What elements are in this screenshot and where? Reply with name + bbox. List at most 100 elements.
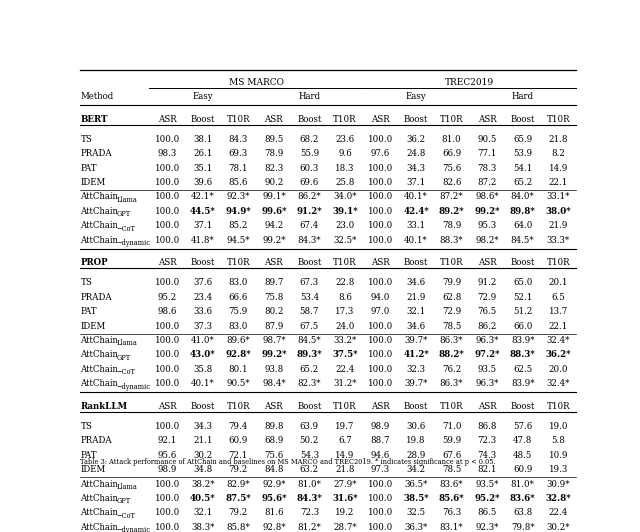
Text: 83.1*: 83.1*: [440, 523, 463, 532]
Text: TREC2019: TREC2019: [445, 78, 494, 87]
Text: 89.2*: 89.2*: [439, 207, 465, 216]
Text: 33.1: 33.1: [406, 221, 426, 230]
Text: 98.3: 98.3: [157, 149, 177, 158]
Text: 21.9: 21.9: [548, 221, 568, 230]
Text: 100.0: 100.0: [155, 164, 180, 173]
Text: 79.8*: 79.8*: [511, 523, 534, 532]
Text: 100.0: 100.0: [155, 351, 180, 360]
Text: 20.1: 20.1: [548, 278, 568, 287]
Text: 86.8: 86.8: [477, 422, 497, 431]
Text: AttChain: AttChain: [81, 523, 118, 532]
Text: GPT: GPT: [116, 354, 131, 362]
Text: 59.9: 59.9: [442, 436, 461, 445]
Text: 86.2: 86.2: [477, 321, 497, 330]
Text: T10R: T10R: [547, 402, 570, 411]
Text: 81.0*: 81.0*: [298, 479, 321, 488]
Text: 85.8*: 85.8*: [227, 523, 250, 532]
Text: 98.7*: 98.7*: [262, 336, 285, 345]
Text: 14.9: 14.9: [335, 451, 355, 460]
Text: 65.2: 65.2: [300, 365, 319, 374]
Text: 96.3*: 96.3*: [476, 336, 499, 345]
Text: 65.2: 65.2: [513, 178, 532, 187]
Text: 95.6: 95.6: [157, 451, 177, 460]
Text: 100.0: 100.0: [155, 236, 180, 245]
Text: 79.9: 79.9: [442, 278, 461, 287]
Text: Hard: Hard: [511, 92, 534, 101]
Text: 98.4*: 98.4*: [262, 379, 285, 388]
Text: 99.2*: 99.2*: [261, 351, 287, 360]
Text: 72.9: 72.9: [442, 307, 461, 316]
Text: TS: TS: [81, 422, 92, 431]
Text: 13.7: 13.7: [548, 307, 568, 316]
Text: 24.0: 24.0: [335, 321, 355, 330]
Text: 78.9: 78.9: [264, 149, 284, 158]
Text: 100.0: 100.0: [368, 135, 393, 144]
Text: T10R: T10R: [440, 114, 463, 123]
Text: 39.7*: 39.7*: [404, 336, 428, 345]
Text: 42.4*: 42.4*: [403, 207, 429, 216]
Text: Boost: Boost: [297, 258, 321, 267]
Text: 89.3*: 89.3*: [296, 351, 322, 360]
Text: 19.8: 19.8: [406, 436, 426, 445]
Text: RankLLM: RankLLM: [81, 402, 127, 411]
Text: 86.5: 86.5: [477, 509, 497, 518]
Text: 21.8: 21.8: [335, 465, 355, 474]
Text: Llama: Llama: [116, 483, 138, 491]
Text: 33.1*: 33.1*: [547, 193, 570, 202]
Text: 74.3: 74.3: [477, 451, 497, 460]
Text: 88.2*: 88.2*: [438, 351, 465, 360]
Text: T10R: T10R: [333, 402, 356, 411]
Text: 84.8: 84.8: [264, 465, 284, 474]
Text: Easy: Easy: [193, 92, 213, 101]
Text: IDEM: IDEM: [81, 178, 106, 187]
Text: Llama: Llama: [116, 339, 138, 347]
Text: 86.2*: 86.2*: [298, 193, 321, 202]
Text: 38.2*: 38.2*: [191, 479, 214, 488]
Text: Boost: Boost: [191, 258, 215, 267]
Text: 37.6: 37.6: [193, 278, 212, 287]
Text: 100.0: 100.0: [368, 336, 393, 345]
Text: 63.9: 63.9: [300, 422, 319, 431]
Text: 39.1*: 39.1*: [332, 207, 358, 216]
Text: IDEM: IDEM: [81, 465, 106, 474]
Text: 97.6: 97.6: [371, 149, 390, 158]
Text: 90.5: 90.5: [477, 135, 497, 144]
Text: 92.8*: 92.8*: [262, 523, 285, 532]
Text: 40.1*: 40.1*: [404, 236, 428, 245]
Text: 60.9: 60.9: [513, 465, 532, 474]
Text: 32.3: 32.3: [406, 365, 426, 374]
Text: 33.2*: 33.2*: [333, 336, 356, 345]
Text: 100.0: 100.0: [368, 365, 393, 374]
Text: 20.0: 20.0: [548, 365, 568, 374]
Text: 19.2: 19.2: [335, 509, 355, 518]
Text: 91.2*: 91.2*: [296, 207, 322, 216]
Text: 79.4: 79.4: [228, 422, 248, 431]
Text: 34.6: 34.6: [406, 321, 426, 330]
Text: ASR: ASR: [158, 114, 177, 123]
Text: 86.3*: 86.3*: [440, 379, 463, 388]
Text: AttChain: AttChain: [81, 365, 118, 374]
Text: 90.5*: 90.5*: [227, 379, 250, 388]
Text: 65.0: 65.0: [513, 278, 532, 287]
Text: 32.1: 32.1: [406, 307, 426, 316]
Text: 38.5*: 38.5*: [403, 494, 429, 503]
Text: AttChain: AttChain: [81, 494, 118, 503]
Text: 100.0: 100.0: [155, 178, 180, 187]
Text: 53.9: 53.9: [513, 149, 532, 158]
Text: 24.8: 24.8: [406, 149, 426, 158]
Text: 72.9: 72.9: [477, 293, 497, 302]
Text: 93.5: 93.5: [477, 365, 497, 374]
Text: 92.9*: 92.9*: [262, 479, 285, 488]
Text: 99.1*: 99.1*: [262, 193, 285, 202]
Text: 35.8: 35.8: [193, 365, 212, 374]
Text: AttChain: AttChain: [81, 509, 118, 518]
Text: 41.0*: 41.0*: [191, 336, 214, 345]
Text: 40.1*: 40.1*: [191, 379, 214, 388]
Text: 93.5*: 93.5*: [476, 479, 499, 488]
Text: PAT: PAT: [81, 164, 97, 173]
Text: 94.5*: 94.5*: [227, 236, 250, 245]
Text: 100.0: 100.0: [368, 351, 393, 360]
Text: 64.0: 64.0: [513, 221, 532, 230]
Text: 42.1*: 42.1*: [191, 193, 214, 202]
Text: 89.7: 89.7: [264, 278, 284, 287]
